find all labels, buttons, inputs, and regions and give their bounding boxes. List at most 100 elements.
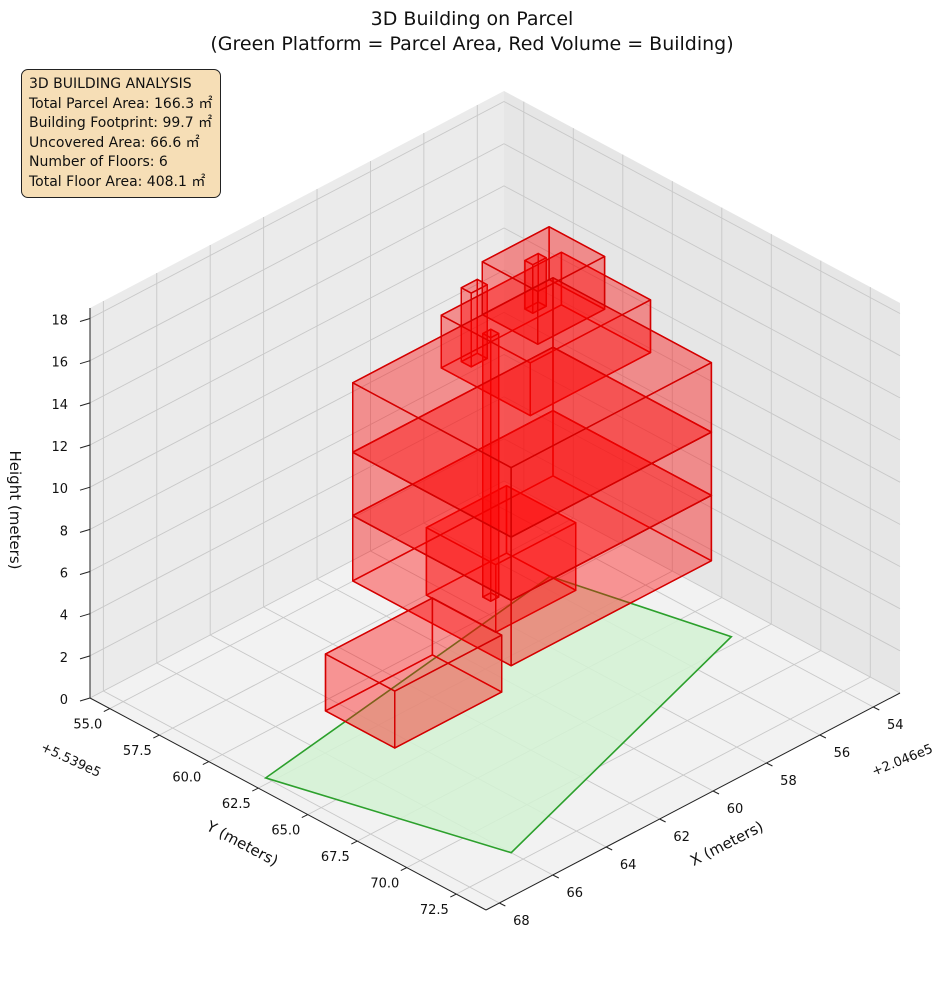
y-tick-label: 65.0 bbox=[271, 824, 300, 839]
chart-subtitle: (Green Platform = Parcel Area, Red Volum… bbox=[210, 33, 733, 55]
x-tick-mark bbox=[605, 846, 613, 851]
x-tick-label: 66 bbox=[567, 886, 584, 901]
z-tick-label: 10 bbox=[51, 482, 68, 497]
z-tick-mark bbox=[79, 528, 91, 533]
left-wall-pane bbox=[90, 91, 504, 698]
x-tick-label: 60 bbox=[727, 802, 744, 817]
z-tick-mark bbox=[79, 402, 91, 407]
x-axis-line bbox=[485, 692, 901, 911]
info-parcel-area: Total Parcel Area: 166.3 ㎡ bbox=[29, 95, 213, 112]
building-face bbox=[352, 277, 713, 469]
building-box bbox=[481, 226, 606, 345]
info-heading: 3D BUILDING ANALYSIS bbox=[29, 76, 192, 92]
y-tick-mark bbox=[301, 814, 309, 819]
z-tick-label: 4 bbox=[60, 609, 68, 624]
y-tick-label: 67.5 bbox=[321, 850, 350, 865]
y-tick-mark bbox=[400, 867, 408, 872]
grid-x-floor bbox=[477, 494, 874, 708]
z-tick-label: 16 bbox=[51, 356, 68, 371]
grid-z-line bbox=[89, 396, 901, 615]
z-tick-mark bbox=[79, 486, 91, 491]
y-tick-mark bbox=[153, 734, 160, 739]
chart-title: 3D Building on Parcel bbox=[371, 8, 574, 30]
building-box bbox=[460, 278, 488, 368]
building-box bbox=[352, 346, 713, 602]
building-box bbox=[440, 251, 652, 417]
building-face bbox=[481, 226, 606, 293]
grid-z-line bbox=[89, 311, 901, 530]
building-volume bbox=[324, 226, 713, 749]
y-tick-mark bbox=[252, 787, 259, 792]
building-face bbox=[324, 597, 503, 692]
grid-z-line bbox=[89, 480, 901, 699]
building-box bbox=[352, 409, 713, 667]
x-tick-mark bbox=[659, 818, 666, 823]
z-tick-mark bbox=[79, 613, 91, 618]
grid-z-line bbox=[89, 269, 901, 488]
x-tick-label: 62 bbox=[673, 830, 690, 845]
z-axis-label: Height (meters) bbox=[6, 451, 24, 570]
x-tick-label: 68 bbox=[513, 914, 530, 929]
z-tick-label: 14 bbox=[51, 398, 68, 413]
z-tick-mark bbox=[79, 318, 91, 323]
z-tick-label: 2 bbox=[60, 651, 68, 666]
building-box bbox=[524, 252, 547, 314]
grid-z-line bbox=[89, 185, 901, 404]
x-tick-mark bbox=[552, 874, 559, 879]
y-tick-label: 70.0 bbox=[370, 877, 399, 892]
z-tick-label: 0 bbox=[60, 693, 68, 708]
z-tick-mark bbox=[79, 360, 91, 365]
x-tick-mark bbox=[712, 790, 720, 795]
building-face bbox=[440, 251, 652, 364]
z-tick-label: 12 bbox=[51, 440, 68, 455]
x-tick-mark bbox=[873, 706, 880, 711]
z-tick-label: 6 bbox=[60, 567, 68, 582]
building-face bbox=[425, 484, 577, 566]
axis-lines bbox=[79, 308, 901, 911]
grid-z-line bbox=[89, 227, 901, 446]
y-tick-label: 57.5 bbox=[123, 744, 152, 759]
z-tick-mark bbox=[79, 655, 91, 660]
y-axis-label: Y (meters) bbox=[203, 817, 282, 870]
building-box bbox=[425, 484, 577, 633]
z-tick-label: 8 bbox=[60, 524, 68, 539]
info-uncovered-area: Uncovered Area: 66.6 ㎡ bbox=[29, 134, 200, 151]
info-floors: Number of Floors: 6 bbox=[29, 154, 168, 170]
z-tick-mark bbox=[79, 571, 91, 575]
x-tick-mark bbox=[819, 734, 827, 739]
y-tick-mark bbox=[351, 840, 358, 845]
z-tick-label: 18 bbox=[51, 314, 68, 329]
grid-x-floor bbox=[103, 690, 500, 904]
grid-z-line bbox=[89, 100, 901, 319]
z-tick-mark bbox=[79, 444, 91, 449]
y-tick-mark bbox=[450, 893, 457, 898]
y-offset-label: +5.539e5 bbox=[38, 740, 103, 781]
y-tick-label: 60.0 bbox=[172, 771, 201, 786]
x-offset-label: +2.046e5 bbox=[870, 742, 935, 780]
building-face bbox=[460, 278, 488, 294]
info-floor-area: Total Floor Area: 408.1 ㎡ bbox=[29, 173, 206, 190]
x-tick-mark bbox=[499, 902, 506, 907]
info-footprint: Building Footprint: 99.7 ㎡ bbox=[29, 115, 213, 131]
building-analysis-box: 3D BUILDING ANALYSIS Total Parcel Area: … bbox=[21, 69, 221, 198]
grid-z-line bbox=[89, 438, 901, 657]
x-tick-label: 54 bbox=[887, 718, 904, 733]
y-tick-mark bbox=[103, 708, 111, 713]
y-tick-label: 55.0 bbox=[73, 718, 102, 733]
building-box bbox=[324, 597, 503, 749]
grid-z-line bbox=[89, 143, 901, 362]
y-axis-line bbox=[89, 697, 487, 911]
grid-z-line bbox=[89, 353, 901, 572]
x-axis-label: X (meters) bbox=[687, 817, 766, 869]
x-tick-label: 56 bbox=[834, 746, 851, 761]
x-tick-label: 58 bbox=[780, 774, 797, 789]
y-tick-label: 72.5 bbox=[420, 903, 449, 918]
x-tick-mark bbox=[766, 762, 773, 767]
y-tick-label: 62.5 bbox=[222, 797, 251, 812]
y-tick-mark bbox=[202, 761, 210, 766]
building-box bbox=[352, 277, 713, 538]
grid-y-floor bbox=[456, 676, 871, 895]
z-tick-mark bbox=[79, 697, 91, 702]
parcel-platform bbox=[263, 575, 733, 854]
